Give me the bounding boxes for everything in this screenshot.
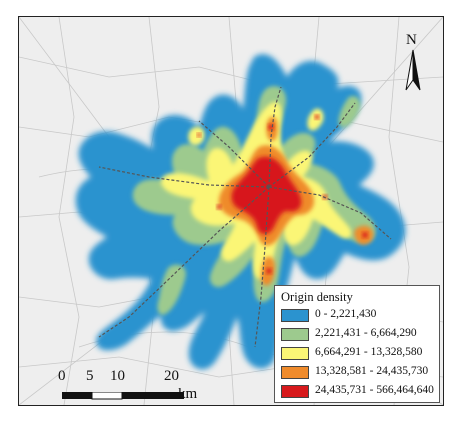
density-map bbox=[19, 17, 443, 405]
scale-tick-20: 20 bbox=[164, 368, 179, 384]
legend-swatch bbox=[281, 328, 309, 341]
legend-item: 0 - 2,221,430 bbox=[281, 308, 439, 324]
legend-label: 13,328,581 - 24,435,730 bbox=[315, 365, 429, 377]
legend-title: Origin density bbox=[281, 290, 353, 304]
legend-swatch bbox=[281, 385, 309, 398]
legend-label: 2,221,431 - 6,664,290 bbox=[315, 327, 417, 339]
legend-swatch bbox=[281, 309, 309, 322]
scale-tick-10: 10 bbox=[110, 368, 125, 384]
legend-label: 6,664,291 - 13,328,580 bbox=[315, 346, 423, 358]
scale-bar-graphic bbox=[62, 392, 184, 400]
rail-lines bbox=[98, 86, 392, 348]
scale-bar: 0 5 10 20 bbox=[58, 368, 208, 402]
legend-label: 24,435,731 - 566,464,640 bbox=[315, 384, 434, 396]
legend-item: 6,664,291 - 13,328,580 bbox=[281, 346, 439, 362]
legend-swatch bbox=[281, 347, 309, 360]
north-label: N bbox=[406, 32, 417, 48]
density-high-zone bbox=[197, 114, 368, 274]
legend-item: 13,328,581 - 24,435,730 bbox=[281, 365, 439, 381]
map-frame bbox=[18, 16, 444, 406]
legend-item: 24,435,731 - 566,464,640 bbox=[281, 384, 439, 400]
legend: Origin density 0 - 2,221,430 2,221,431 -… bbox=[274, 285, 440, 403]
legend-swatch bbox=[281, 366, 309, 379]
legend-label: 0 - 2,221,430 bbox=[315, 308, 377, 320]
scale-tick-0: 0 bbox=[58, 368, 66, 384]
scale-tick-5: 5 bbox=[86, 368, 94, 384]
legend-item: 2,221,431 - 6,664,290 bbox=[281, 327, 439, 343]
north-arrow-icon bbox=[405, 49, 421, 91]
scale-unit: km bbox=[178, 386, 198, 402]
